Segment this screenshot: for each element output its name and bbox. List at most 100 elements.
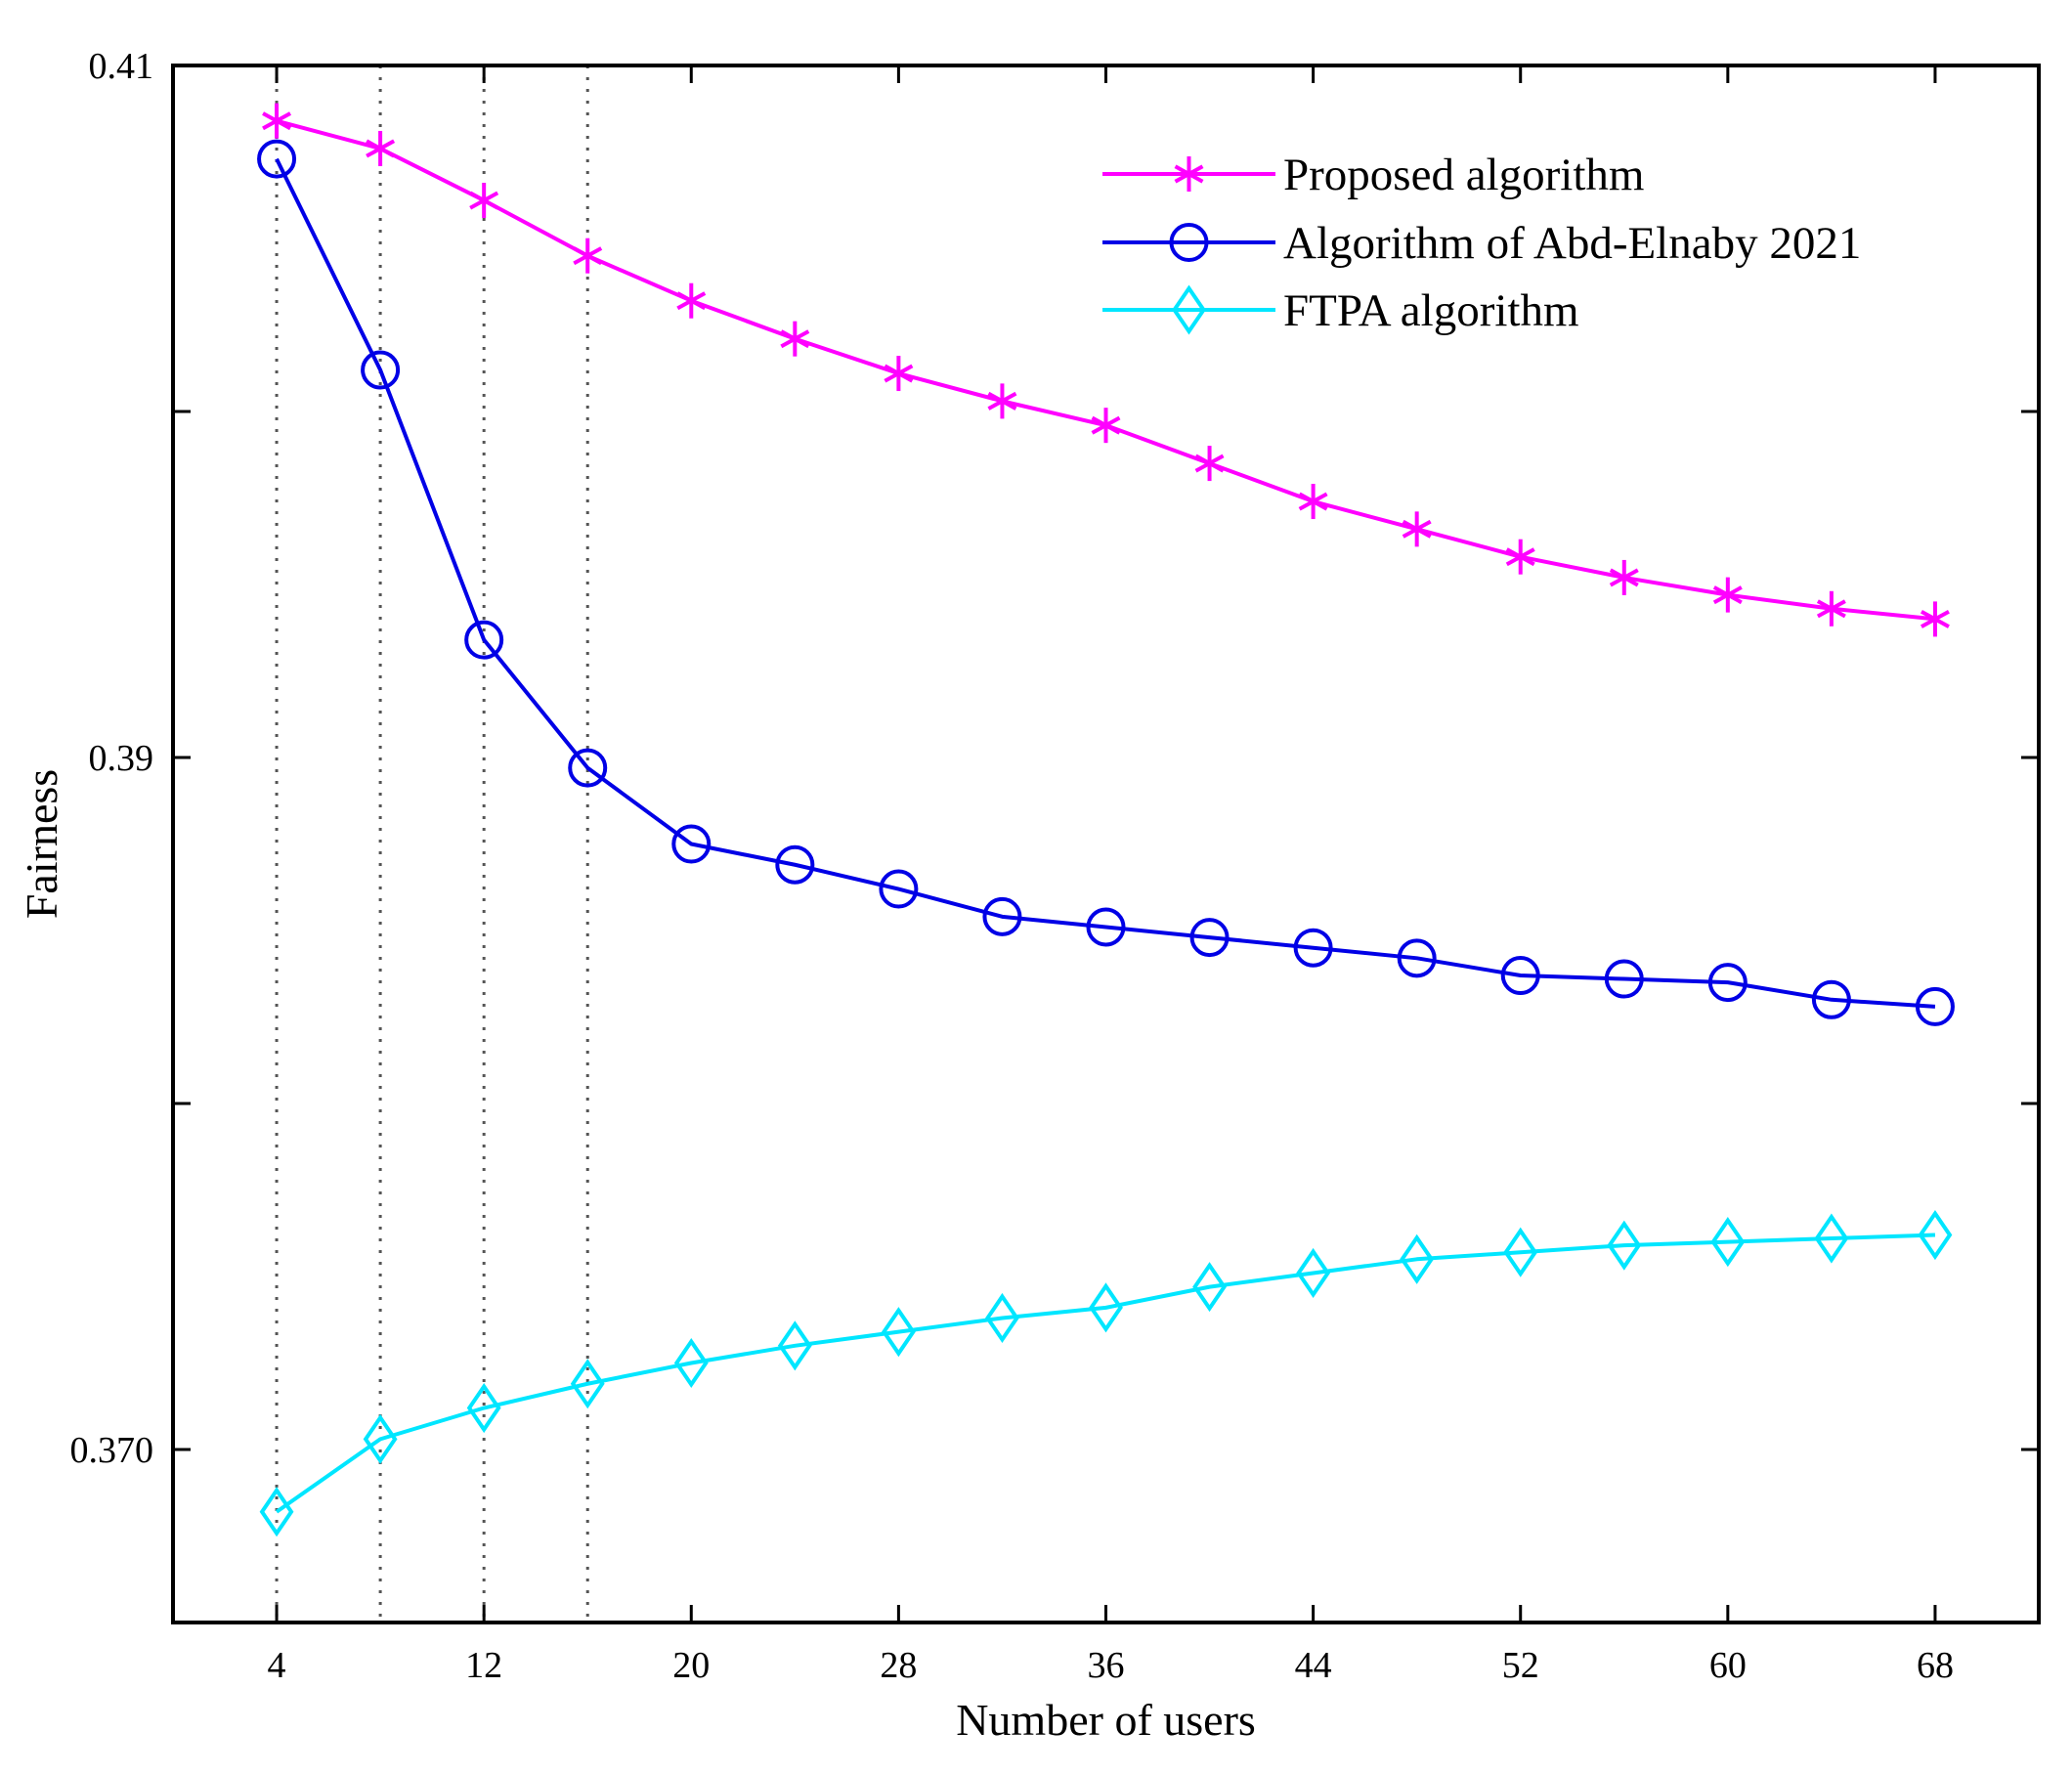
data-point	[464, 620, 504, 660]
x-tick-label: 36	[1088, 1645, 1125, 1686]
data-point	[1915, 986, 1955, 1026]
asterisk-stroke	[573, 246, 603, 266]
asterisk-stroke	[1194, 454, 1225, 473]
data-point	[780, 321, 810, 357]
x-tick-label: 20	[672, 1645, 710, 1686]
data-point	[1707, 963, 1748, 1003]
legend-marker	[1172, 284, 1206, 335]
y-tick-label: 0.370	[70, 1430, 154, 1471]
series-line-1	[275, 157, 1936, 1009]
asterisk-stroke	[469, 191, 499, 210]
data-point	[1918, 1209, 1953, 1261]
asterisk-stroke	[1402, 519, 1432, 539]
data-point	[673, 1337, 709, 1389]
asterisk-stroke	[676, 291, 707, 311]
data-point	[262, 103, 292, 139]
data-point	[1710, 1217, 1746, 1268]
x-axis-label: Number of users	[956, 1695, 1256, 1745]
data-point	[671, 824, 712, 864]
data-point	[985, 1292, 1019, 1344]
x-tick-label: 4	[268, 1645, 286, 1686]
series-line-2	[275, 1233, 1936, 1514]
data-point	[1604, 959, 1644, 999]
data-point	[777, 1320, 812, 1371]
legend-item-0: Proposed algorithm	[1102, 150, 1644, 200]
x-tick-label: 28	[880, 1645, 917, 1686]
data-point	[1397, 938, 1437, 978]
data-point	[1293, 928, 1333, 968]
data-point	[676, 282, 707, 319]
asterisk-stroke	[1712, 585, 1743, 605]
data-point	[363, 1413, 398, 1464]
y-axis-label: Fairness	[17, 769, 66, 919]
data-point	[881, 1307, 916, 1358]
data-point	[1814, 1213, 1849, 1264]
x-tick-label: 44	[1295, 1645, 1332, 1686]
x-tick-label: 60	[1709, 1645, 1747, 1686]
data-point	[775, 844, 815, 885]
legend-item-2: FTPA algorithm	[1102, 284, 1579, 336]
data-point	[1189, 918, 1230, 958]
data-point	[1816, 590, 1846, 627]
legend-label: FTPA algorithm	[1283, 285, 1579, 336]
asterisk-stroke	[366, 139, 396, 158]
data-point	[361, 350, 401, 390]
reference-lines	[275, 65, 589, 1623]
legend: Proposed algorithm Algorithm of Abd-Elnab…	[1102, 150, 1861, 336]
x-tick-label: 68	[1917, 1645, 1954, 1686]
asterisk-stroke	[1505, 547, 1535, 567]
data-point	[884, 356, 914, 392]
asterisk-stroke	[987, 391, 1017, 411]
legend-marker	[1169, 223, 1209, 262]
data-point	[1503, 1227, 1538, 1277]
data-point	[1607, 1220, 1642, 1271]
series-2	[259, 1209, 1953, 1537]
data-point	[259, 1487, 294, 1537]
data-point	[1609, 559, 1639, 595]
legend-item-1: Algorithm of Abd-Elnaby 2021	[1102, 218, 1861, 269]
data-point	[1500, 956, 1540, 996]
data-point	[1402, 511, 1432, 547]
data-point	[1296, 1247, 1331, 1299]
data-point	[1086, 907, 1126, 947]
data-point	[1920, 601, 1950, 637]
asterisk-stroke	[1920, 609, 1950, 628]
series-1	[257, 139, 1955, 1026]
asterisk-stroke	[780, 329, 810, 349]
data-point	[1505, 539, 1535, 575]
data-point	[1400, 1233, 1435, 1284]
legend-marker	[1174, 156, 1204, 192]
data-point	[1091, 408, 1121, 444]
asterisk-stroke	[1174, 164, 1204, 184]
data-point	[366, 130, 396, 166]
data-point	[879, 869, 919, 909]
data-point	[1192, 1262, 1227, 1313]
data-point	[982, 896, 1022, 936]
data-point	[469, 183, 499, 219]
data-point	[257, 139, 297, 179]
y-tick-label: 0.39	[89, 738, 154, 779]
asterisk-stroke	[1609, 568, 1639, 587]
asterisk-stroke	[262, 111, 292, 131]
series-layer	[257, 103, 1955, 1537]
data-point	[568, 748, 608, 788]
x-tick-label: 52	[1502, 1645, 1539, 1686]
asterisk-stroke	[1091, 415, 1121, 435]
y-tick-label: 0.41	[89, 46, 154, 87]
data-point	[1194, 446, 1225, 482]
series-0	[262, 103, 1950, 637]
data-point	[1298, 484, 1328, 520]
data-point	[1811, 979, 1851, 1019]
legend-label: Proposed algorithm	[1283, 150, 1644, 200]
data-point	[466, 1382, 501, 1434]
data-point	[573, 238, 603, 274]
axis-ticks: 4 12 20 28 36 44 52 60 68 0.370 0.39 0.41	[70, 46, 2039, 1686]
data-point	[1712, 577, 1743, 613]
asterisk-stroke	[884, 364, 914, 383]
asterisk-stroke	[1298, 492, 1328, 511]
data-point	[570, 1359, 605, 1409]
data-point	[987, 383, 1017, 419]
data-point	[1089, 1282, 1123, 1333]
x-tick-label: 12	[465, 1645, 502, 1686]
